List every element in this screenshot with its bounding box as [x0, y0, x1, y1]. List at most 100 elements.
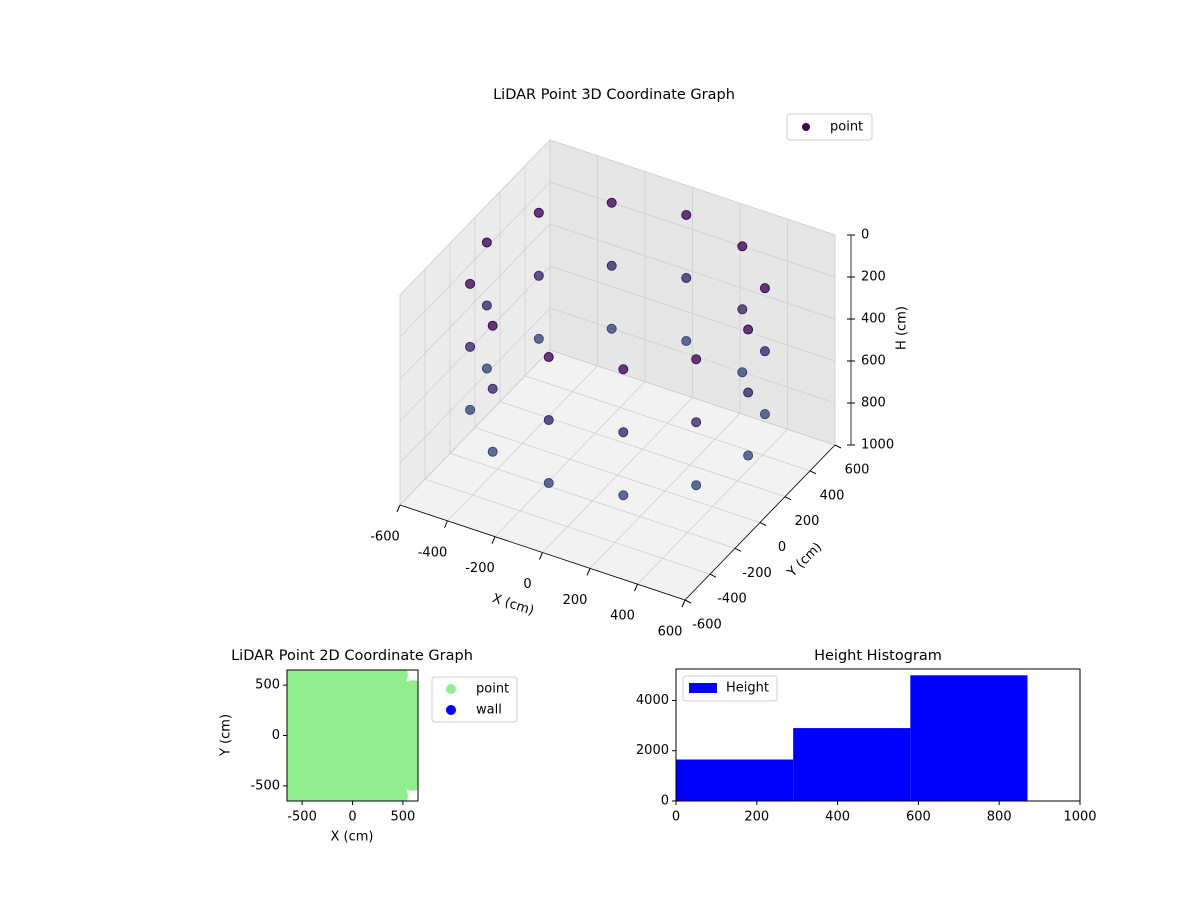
- legend-marker: [689, 683, 717, 693]
- point: [681, 335, 692, 346]
- grid-line: [399, 223, 551, 380]
- tick-mark: [684, 599, 692, 604]
- y-tick-label: 500: [255, 678, 280, 693]
- point: [743, 450, 754, 461]
- tick-mark: [759, 522, 767, 526]
- x-tick-label: 400: [825, 810, 850, 825]
- title: Height Histogram: [814, 648, 942, 664]
- point: [481, 363, 492, 374]
- grid-line: [524, 375, 811, 472]
- y-axis-label: Y (cm): [784, 540, 825, 581]
- legend-box: [431, 676, 518, 723]
- point: [618, 364, 629, 375]
- point: [487, 383, 498, 394]
- point: [759, 409, 770, 420]
- point: [543, 352, 554, 363]
- tick-mark: [809, 470, 817, 475]
- tick-mark: [444, 520, 448, 529]
- z-tick-label: 400: [861, 312, 886, 327]
- point: [487, 446, 498, 457]
- grid-line: [449, 452, 736, 549]
- y-tick-label: 600: [845, 463, 870, 478]
- point: [759, 283, 770, 294]
- tick-mark: [396, 504, 401, 513]
- x-tick-label: -500: [287, 810, 317, 825]
- point: [743, 387, 754, 398]
- point: [737, 241, 748, 252]
- plot-area: [287, 670, 418, 801]
- point: [397, 760, 418, 791]
- x-axis-label: X (cm): [490, 591, 536, 619]
- grid-line: [399, 181, 551, 338]
- grid-line: [549, 307, 836, 404]
- point: [487, 320, 498, 331]
- title: LiDAR Point 2D Coordinate Graph: [231, 648, 473, 664]
- point: [606, 323, 617, 334]
- x-tick-label: 1000: [1063, 810, 1096, 825]
- point: [691, 480, 702, 491]
- point: [606, 260, 617, 271]
- point: [606, 197, 617, 208]
- tick-mark: [681, 599, 686, 608]
- tick-mark: [834, 444, 842, 449]
- grid-line: [399, 139, 551, 296]
- tick-mark: [586, 568, 591, 576]
- point: [743, 324, 754, 335]
- z-axis-label: H (cm): [895, 306, 910, 350]
- x-tick-label: -400: [418, 545, 448, 560]
- x-tick-label: -600: [370, 530, 400, 545]
- x-tick-label: 600: [906, 810, 931, 825]
- tick-mark: [634, 583, 638, 592]
- point: [377, 780, 408, 801]
- x-tick-label: 200: [744, 810, 769, 825]
- grid-line: [549, 349, 836, 446]
- legend-label: point: [476, 682, 509, 697]
- y-tick-label: -200: [742, 566, 772, 581]
- point: [533, 270, 544, 281]
- tick-mark: [539, 552, 543, 560]
- grid-line: [474, 427, 761, 523]
- tick-mark: [491, 536, 496, 544]
- grid-line: [424, 478, 711, 575]
- y-tick-label: 200: [795, 514, 820, 529]
- legend-box: [682, 675, 778, 702]
- point: [465, 404, 476, 415]
- point: [543, 415, 554, 426]
- axes-frame: [675, 668, 1081, 802]
- tick-mark: [709, 573, 717, 578]
- y-tick-label: -500: [250, 778, 280, 793]
- point: [691, 417, 702, 428]
- bar: [793, 728, 911, 801]
- chart-hist: Height 0 200 400 600 800 1000 0 2000 4000 Height H…: [636, 648, 1097, 825]
- x-tick-label: 600: [658, 625, 683, 640]
- point: [618, 427, 629, 438]
- y-axis-label: Y (cm): [219, 714, 234, 757]
- point: [759, 346, 770, 357]
- grid-line: [549, 181, 836, 278]
- x-axis: [399, 504, 686, 601]
- legend-marker: [446, 684, 456, 694]
- y-tick-label: 400: [820, 488, 845, 503]
- y-tick-label: 0: [778, 540, 786, 555]
- point: [737, 367, 748, 378]
- y-tick-label: 0: [272, 728, 280, 743]
- y-axis: [684, 444, 836, 601]
- x-tick-label: 200: [563, 593, 588, 608]
- x-tick-label: 800: [987, 810, 1012, 825]
- x-tick-label: 500: [390, 810, 415, 825]
- x-tick-label: 400: [610, 609, 635, 624]
- chart-2d: point wall -500 0 500 -500 0 500 LiDAR Point 2D …: [219, 648, 518, 845]
- y-tick-label: 2000: [636, 743, 669, 758]
- point: [533, 207, 544, 218]
- z-tick-label: 0: [861, 228, 869, 243]
- legend-marker: [802, 123, 810, 131]
- y-tick-label: 0: [661, 794, 669, 809]
- title: LiDAR Point 3D Coordinate Graph: [493, 87, 735, 103]
- point: [737, 304, 748, 315]
- y-tick-label: 4000: [636, 693, 669, 708]
- x-axis-label: X (cm): [331, 830, 374, 845]
- point: [533, 333, 544, 344]
- x-tick-label: -200: [465, 561, 495, 576]
- x-tick-label: 0: [348, 810, 356, 825]
